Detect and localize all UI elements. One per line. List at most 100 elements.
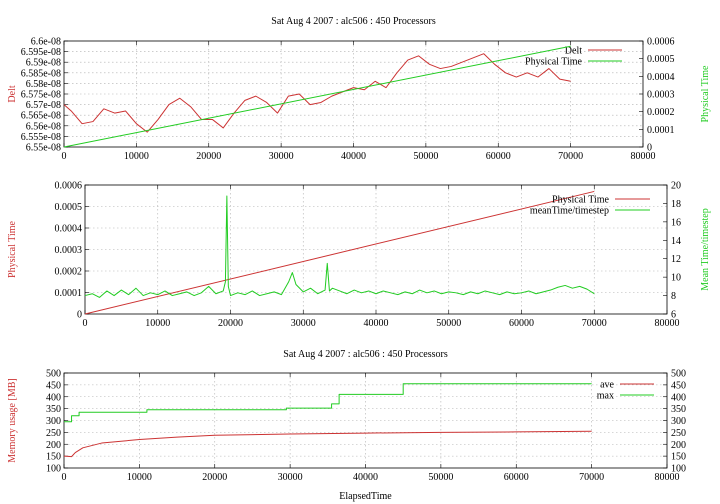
y2-tick-label: 350: [671, 404, 686, 415]
series-line-physical-time: [84, 190, 595, 315]
y2-axis-label: Physical Time: [700, 65, 711, 123]
y-tick-label: 0.0003: [55, 245, 83, 256]
y-tick-label: 0.0005: [55, 202, 83, 213]
y2-tick-label: 0.0004: [647, 72, 675, 83]
y2-tick-label: 0.0006: [647, 37, 675, 48]
y-tick-label: 6.56e-08: [26, 121, 61, 132]
y-axis-label: Delt: [7, 85, 18, 102]
x-tick-label: 40000: [364, 318, 389, 329]
x-tick-label: 30000: [291, 318, 316, 329]
y2-tick-label: 18: [671, 199, 681, 210]
y-tick-label: 6.555e-08: [21, 132, 61, 143]
x-tick-label: 70000: [558, 151, 583, 162]
y2-axis-label: Mean Time/timestep: [700, 208, 711, 291]
x-tick-label: 60000: [504, 472, 529, 483]
y2-tick-label: 0.0001: [647, 125, 675, 136]
y-tick-label: 500: [46, 369, 61, 380]
y2-tick-label: 20: [671, 181, 681, 192]
y2-tick-label: 0.0002: [647, 107, 675, 118]
series-line-ave: [63, 430, 592, 458]
y-tick-label: 0.0002: [55, 267, 83, 278]
chart-title: Sat Aug 4 2007 : alc506 : 450 Processors: [271, 16, 436, 27]
y-tick-label: 350: [46, 404, 61, 415]
y-tick-label: 0.0001: [55, 288, 83, 299]
x-tick-label: 10000: [127, 472, 152, 483]
x-tick-label: 0: [83, 318, 88, 329]
x-tick-label: 20000: [196, 151, 221, 162]
series-line-max: [64, 383, 592, 423]
chart-panel-1: 0 10000 20000 30000 40000 50000 60000 70000 8000…: [7, 16, 711, 162]
x-tick-label: 10000: [145, 318, 170, 329]
chart-title: Sat Aug 4 2007 : alc506 : 450 Processors: [283, 349, 448, 360]
x-tick-label: 70000: [579, 472, 604, 483]
x-tick-label: 60000: [509, 318, 534, 329]
legend-label: Physical Time: [552, 195, 610, 206]
x-tick-label: 40000: [353, 472, 378, 483]
series-line-delt: [63, 53, 571, 133]
x-tick-label: 30000: [278, 472, 303, 483]
y2-tick-label: 400: [671, 392, 686, 403]
series-line-physical-time: [63, 45, 571, 148]
y-tick-label: 150: [46, 452, 61, 463]
y-tick-label: 6.565e-08: [21, 111, 61, 122]
y2-tick-label: 12: [671, 254, 681, 265]
y-tick-label: 250: [46, 428, 61, 439]
y2-tick-label: 0.0003: [647, 90, 675, 101]
legend-label: Delt: [565, 46, 582, 57]
y2-tick-label: 500: [671, 369, 686, 380]
y-tick-label: 6.595e-08: [21, 47, 61, 58]
y-tick-label: 450: [46, 380, 61, 391]
x-tick-label: 0: [62, 151, 67, 162]
series-line-meantime-timestep: [84, 195, 595, 298]
legend-label: Physical Time: [525, 57, 583, 68]
y-axis-label: Physical Time: [7, 220, 18, 278]
x-tick-label: 40000: [341, 151, 366, 162]
legend-label: meanTime/timestep: [530, 206, 609, 217]
x-tick-label: 0: [62, 472, 67, 483]
x-tick-label: 50000: [413, 151, 438, 162]
legend-label: max: [597, 391, 614, 402]
x-tick-label: 50000: [436, 318, 461, 329]
y-tick-label: 6.55e-08: [26, 143, 61, 154]
y-tick-label: 400: [46, 392, 61, 403]
x-axis-label: ElapsedTime: [339, 491, 392, 502]
y2-tick-label: 6: [671, 310, 676, 321]
x-tick-label: 80000: [655, 472, 680, 483]
y-tick-label: 0.0006: [55, 181, 83, 192]
y-tick-label: 0.0004: [55, 224, 83, 235]
y-tick-label: 6.585e-08: [21, 68, 61, 79]
legend-label: ave: [600, 380, 614, 391]
x-tick-label: 20000: [202, 472, 227, 483]
y-tick-label: 0: [77, 310, 82, 321]
y-tick-label: 6.57e-08: [26, 100, 61, 111]
x-tick-label: 30000: [269, 151, 294, 162]
chart-panel-3: 0 10000 20000 30000 40000 50000 60000 70000 8000…: [7, 349, 686, 502]
y-axis-label: Memory usage [MB]: [7, 378, 18, 462]
y2-tick-label: 100: [671, 464, 686, 475]
x-tick-label: 50000: [428, 472, 453, 483]
x-tick-label: 10000: [124, 151, 149, 162]
y2-tick-label: 10: [671, 273, 681, 284]
y2-tick-label: 0: [647, 143, 652, 154]
y2-tick-label: 200: [671, 440, 686, 451]
y2-tick-label: 8: [671, 291, 676, 302]
y2-tick-label: 450: [671, 380, 686, 391]
y2-tick-label: 14: [671, 236, 681, 247]
y2-tick-label: 16: [671, 217, 681, 228]
x-tick-label: 60000: [486, 151, 511, 162]
y-tick-label: 100: [46, 464, 61, 475]
y-tick-label: 300: [46, 416, 61, 427]
chart-panel-2: 0 10000 20000 30000 40000 50000 60000 70000 8000…: [7, 181, 711, 330]
y-tick-label: 6.575e-08: [21, 90, 61, 101]
y2-tick-label: 150: [671, 452, 686, 463]
y2-tick-label: 300: [671, 416, 686, 427]
y-tick-label: 6.58e-08: [26, 79, 61, 90]
y2-tick-label: 250: [671, 428, 686, 439]
x-tick-label: 80000: [631, 151, 656, 162]
y-tick-label: 6.59e-08: [26, 58, 61, 69]
x-tick-label: 70000: [582, 318, 607, 329]
x-tick-label: 20000: [218, 318, 243, 329]
y-tick-label: 6.6e-08: [31, 37, 61, 48]
